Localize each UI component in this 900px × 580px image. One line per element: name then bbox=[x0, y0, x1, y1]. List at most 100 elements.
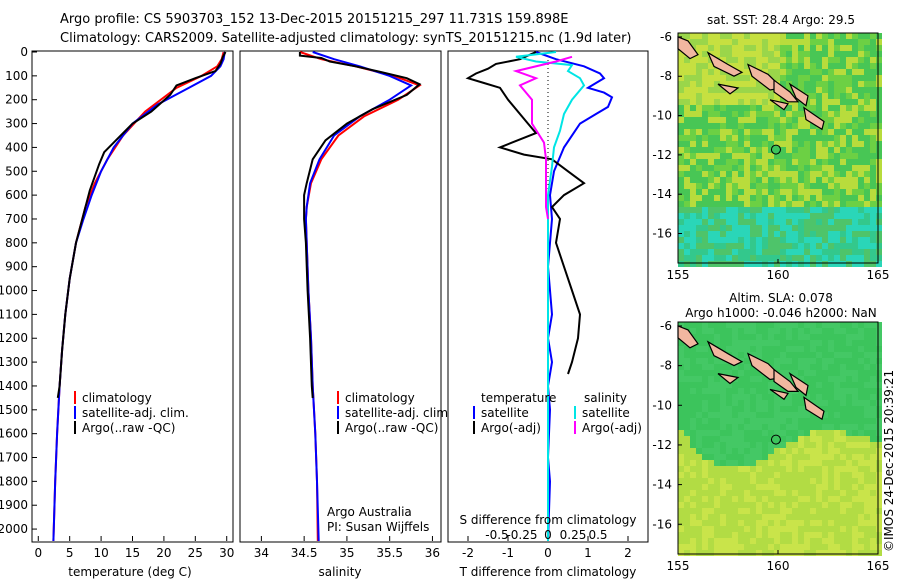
heatmap-cell bbox=[834, 207, 840, 213]
heatmap-cell bbox=[696, 81, 702, 87]
x-tick-label: 30 bbox=[219, 546, 234, 560]
heatmap-cell bbox=[846, 430, 852, 436]
heatmap-cell bbox=[822, 129, 828, 135]
heatmap-cell bbox=[810, 520, 816, 526]
heatmap-cell bbox=[804, 358, 810, 364]
heatmap-cell bbox=[708, 424, 714, 430]
heatmap-cell bbox=[768, 231, 774, 237]
heatmap-cell bbox=[828, 63, 834, 69]
sst-map-panel: sat. SST: 28.4 Argo: 29.5 155 160 165-6-8-… bbox=[652, 13, 889, 282]
heatmap-cell bbox=[738, 135, 744, 141]
heatmap-cell bbox=[864, 394, 870, 400]
heatmap-cell bbox=[738, 261, 744, 267]
heatmap-cell bbox=[714, 93, 720, 99]
heatmap-cell bbox=[690, 352, 696, 358]
heatmap-cell bbox=[816, 502, 822, 508]
heatmap-cell bbox=[840, 153, 846, 159]
heatmap-cell bbox=[828, 33, 834, 39]
heatmap-cell bbox=[750, 526, 756, 532]
heatmap-cell bbox=[780, 141, 786, 147]
heatmap-cell bbox=[792, 63, 798, 69]
heatmap-cell bbox=[678, 502, 684, 508]
heatmap-cell bbox=[744, 460, 750, 466]
heatmap-cell bbox=[684, 508, 690, 514]
heatmap-cell bbox=[768, 382, 774, 388]
heatmap-cell bbox=[828, 478, 834, 484]
legend-label: Argo(..raw -QC) bbox=[345, 421, 438, 435]
heatmap-cell bbox=[798, 129, 804, 135]
heatmap-cell bbox=[864, 430, 870, 436]
heatmap-cell bbox=[762, 532, 768, 538]
heatmap-cell bbox=[810, 141, 816, 147]
heatmap-cell bbox=[738, 159, 744, 165]
heatmap-cell bbox=[840, 370, 846, 376]
heatmap-cell bbox=[804, 502, 810, 508]
heatmap-cell bbox=[780, 243, 786, 249]
heatmap-cell bbox=[852, 219, 858, 225]
heatmap-cell bbox=[678, 340, 684, 346]
heatmap-cell bbox=[876, 322, 882, 328]
heatmap-cell bbox=[792, 201, 798, 207]
heatmap-cell bbox=[798, 33, 804, 39]
heatmap-cell bbox=[786, 195, 792, 201]
heatmap-cell bbox=[768, 105, 774, 111]
series-line bbox=[512, 55, 573, 220]
heatmap-cell bbox=[702, 412, 708, 418]
heatmap-cell bbox=[822, 442, 828, 448]
heatmap-cell bbox=[702, 99, 708, 105]
heatmap-cell bbox=[798, 448, 804, 454]
heatmap-cell bbox=[840, 382, 846, 388]
heatmap-cell bbox=[804, 141, 810, 147]
heatmap-cell bbox=[816, 165, 822, 171]
heatmap-cell bbox=[756, 418, 762, 424]
legend-label: satellite bbox=[481, 406, 529, 420]
heatmap-cell bbox=[780, 526, 786, 532]
heatmap-cell bbox=[798, 376, 804, 382]
heatmap-cell bbox=[822, 33, 828, 39]
heatmap-cell bbox=[690, 129, 696, 135]
heatmap-cell bbox=[738, 165, 744, 171]
heatmap-cell bbox=[684, 141, 690, 147]
heatmap-cell bbox=[810, 159, 816, 165]
heatmap-cell bbox=[804, 87, 810, 93]
heatmap-cell bbox=[768, 328, 774, 334]
heatmap-cell bbox=[696, 520, 702, 526]
heatmap-cell bbox=[750, 243, 756, 249]
heatmap-cell bbox=[690, 436, 696, 442]
heatmap-cell bbox=[864, 231, 870, 237]
heatmap-cell bbox=[780, 364, 786, 370]
heatmap-cell bbox=[756, 466, 762, 472]
heatmap-cell bbox=[762, 544, 768, 550]
heatmap-cell bbox=[726, 460, 732, 466]
heatmap-cell bbox=[756, 261, 762, 267]
heatmap-cell bbox=[810, 123, 816, 129]
heatmap-cell bbox=[696, 472, 702, 478]
heatmap-cell bbox=[732, 165, 738, 171]
heatmap-cell bbox=[768, 225, 774, 231]
heatmap-cell bbox=[840, 334, 846, 340]
heatmap-cell bbox=[792, 424, 798, 430]
heatmap-cell bbox=[834, 370, 840, 376]
heatmap-cell bbox=[708, 45, 714, 51]
heatmap-cell bbox=[726, 496, 732, 502]
heatmap-cell bbox=[684, 171, 690, 177]
heatmap-cell bbox=[720, 508, 726, 514]
heatmap-cell bbox=[732, 213, 738, 219]
heatmap-cell bbox=[768, 358, 774, 364]
heatmap-cell bbox=[702, 340, 708, 346]
heatmap-cell bbox=[684, 538, 690, 544]
heatmap-cell bbox=[690, 153, 696, 159]
heatmap-cell bbox=[726, 201, 732, 207]
lat-tick-label: -16 bbox=[652, 517, 672, 531]
heatmap-cell bbox=[690, 75, 696, 81]
heatmap-cell bbox=[852, 171, 858, 177]
heatmap-cell bbox=[846, 388, 852, 394]
salinity-tick-labels: 34 34.5 35 35.5 36 bbox=[254, 536, 440, 560]
heatmap-cell bbox=[780, 213, 786, 219]
heatmap-cell bbox=[804, 466, 810, 472]
heatmap-cell bbox=[720, 424, 726, 430]
salinity-axes-frame bbox=[239, 50, 442, 543]
heatmap-cell bbox=[714, 544, 720, 550]
heatmap-cell bbox=[774, 550, 780, 556]
heatmap-cell bbox=[768, 544, 774, 550]
